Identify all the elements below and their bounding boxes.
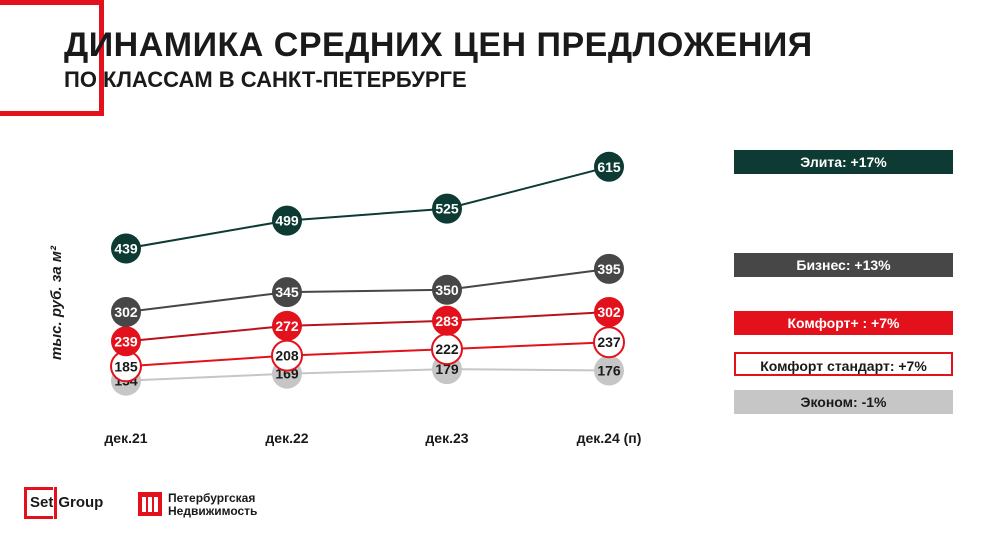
data-label-comfort-plus-0: 239 bbox=[114, 333, 138, 349]
data-label-comfort-standard-1: 208 bbox=[275, 348, 299, 364]
data-label-comfort-plus-2: 283 bbox=[435, 313, 459, 329]
data-point-comfort-standard-2: 222 bbox=[431, 333, 463, 366]
data-label-comfort-plus-1: 272 bbox=[275, 318, 299, 334]
series-line-business bbox=[125, 267, 610, 313]
x-tick-label-0: дек.21 bbox=[104, 430, 147, 446]
data-point-elite-1: 499 bbox=[272, 205, 302, 236]
series-line-elite bbox=[125, 165, 610, 250]
legend-item-comfort-standard: Комфорт стандарт: +7% bbox=[734, 352, 953, 376]
data-label-comfort-plus-3: 302 bbox=[597, 304, 621, 320]
legend-item-economy: Эконом: -1% bbox=[734, 390, 953, 414]
page-subtitle: ПО КЛАССАМ В САНКТ-ПЕТЕРБУРГЕ bbox=[64, 67, 467, 92]
pn-logo-icon bbox=[138, 492, 162, 516]
data-label-comfort-standard-3: 237 bbox=[597, 334, 621, 350]
pn-logo-line2: Недвижимость bbox=[168, 504, 258, 518]
series-line-comfort-standard bbox=[125, 341, 610, 368]
x-tick-label-3: дек.24 (п) bbox=[577, 430, 642, 446]
data-point-comfort-plus-1: 272 bbox=[272, 310, 302, 341]
data-label-business-0: 302 bbox=[114, 304, 138, 320]
data-label-elite-0: 439 bbox=[114, 241, 138, 257]
data-point-elite-2: 525 bbox=[432, 193, 462, 224]
legend-item-business: Бизнес: +13% bbox=[734, 253, 953, 277]
series-line-comfort-plus bbox=[125, 311, 610, 343]
data-point-business-0: 302 bbox=[111, 297, 141, 327]
data-point-comfort-plus-3: 302 bbox=[594, 297, 624, 327]
data-point-comfort-plus-0: 239 bbox=[111, 326, 141, 357]
setgroup-logo: Set Group bbox=[24, 487, 103, 519]
data-point-economy-3: 176 bbox=[594, 355, 624, 386]
setgroup-logo-group: Group bbox=[58, 494, 104, 511]
data-label-economy-2: 179 bbox=[435, 361, 459, 377]
legend-item-elite: Элита: +17% bbox=[734, 150, 953, 174]
data-label-business-2: 350 bbox=[435, 282, 459, 298]
data-point-elite-3: 615 bbox=[594, 151, 624, 182]
data-point-business-3: 395 bbox=[594, 253, 624, 284]
x-tick-label-2: дек.23 bbox=[425, 430, 468, 446]
data-point-comfort-standard-1: 208 bbox=[271, 339, 303, 372]
data-point-business-2: 350 bbox=[432, 274, 462, 305]
data-point-business-1: 345 bbox=[272, 277, 302, 308]
pn-logo-line1: Петербургская bbox=[168, 491, 256, 505]
setgroup-logo-set: Set bbox=[24, 487, 54, 519]
data-label-business-1: 345 bbox=[275, 284, 299, 300]
x-tick-label-1: дек.22 bbox=[265, 430, 308, 446]
data-label-comfort-standard-2: 222 bbox=[435, 341, 459, 357]
page-title: ДИНАМИКА СРЕДНИХ ЦЕН ПРЕДЛОЖЕНИЯ bbox=[64, 26, 813, 64]
data-label-business-3: 395 bbox=[597, 261, 621, 277]
data-label-elite-2: 525 bbox=[435, 201, 459, 217]
corner-frame-decoration bbox=[0, 0, 104, 116]
data-label-comfort-standard-0: 185 bbox=[114, 358, 138, 374]
data-label-economy-3: 176 bbox=[597, 363, 621, 379]
data-point-comfort-standard-3: 237 bbox=[593, 326, 625, 359]
data-label-elite-3: 615 bbox=[597, 159, 621, 175]
series-line-economy bbox=[125, 368, 610, 382]
setgroup-logo-bar bbox=[54, 487, 58, 519]
data-point-comfort-plus-2: 283 bbox=[432, 305, 462, 336]
data-label-elite-1: 499 bbox=[275, 213, 299, 229]
data-point-comfort-standard-0: 185 bbox=[110, 350, 142, 383]
legend-item-comfort-plus: Комфорт+ : +7% bbox=[734, 311, 953, 335]
data-point-elite-0: 439 bbox=[111, 233, 141, 264]
